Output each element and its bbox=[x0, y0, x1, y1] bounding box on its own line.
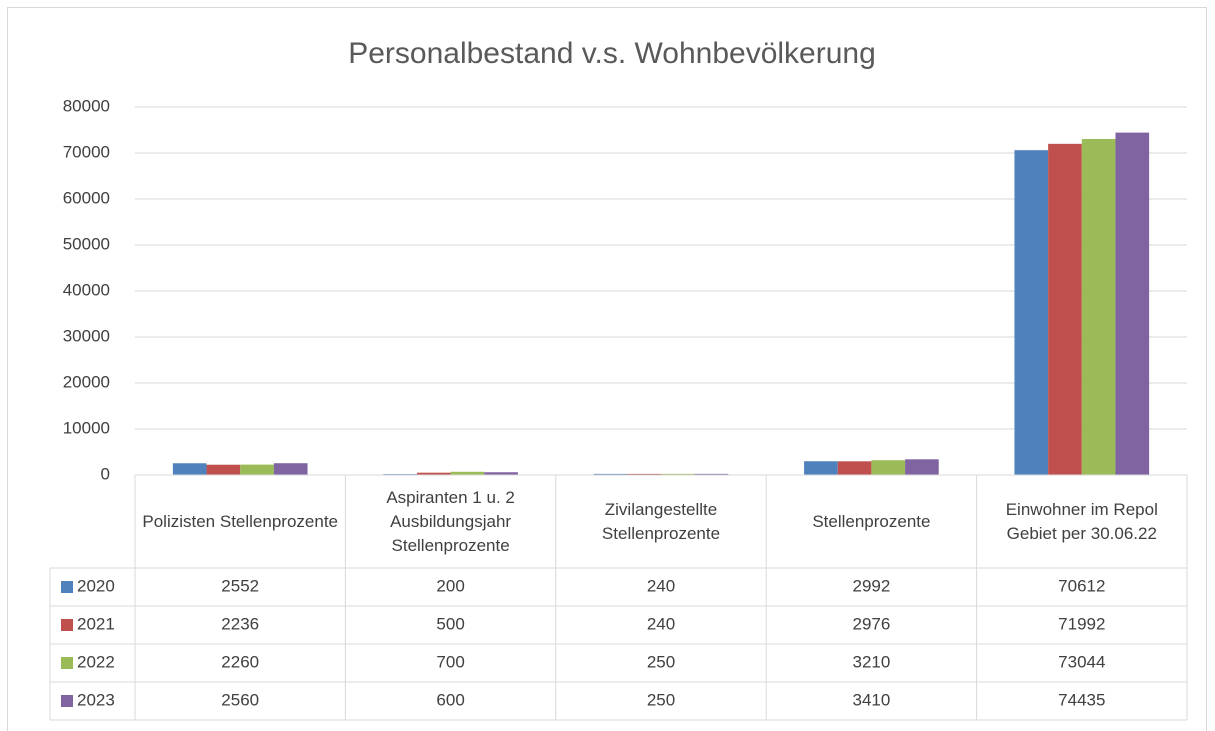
table-value: 240 bbox=[647, 614, 675, 633]
table-value: 70612 bbox=[1058, 576, 1105, 595]
y-tick-label: 40000 bbox=[63, 280, 110, 299]
table-value: 73044 bbox=[1058, 652, 1105, 671]
legend-key bbox=[61, 619, 73, 631]
legend-label: 2021 bbox=[77, 614, 115, 633]
bar bbox=[273, 463, 308, 475]
legend-label: 2020 bbox=[77, 576, 115, 595]
table-value: 3410 bbox=[852, 690, 890, 709]
category-cell: Aspiranten 1 u. 2 Ausbildungsjahr Stelle… bbox=[386, 487, 515, 555]
bar bbox=[416, 472, 451, 475]
bar bbox=[837, 461, 872, 475]
table-value: 240 bbox=[647, 576, 675, 595]
table-value: 2560 bbox=[221, 690, 259, 709]
x-tick-label: Einwohner im Repol Gebiet per 30.06.22 bbox=[1005, 499, 1158, 543]
y-tick-label: 70000 bbox=[63, 142, 110, 161]
y-tick-label: 80000 bbox=[63, 96, 110, 115]
table-value: 2260 bbox=[221, 652, 259, 671]
category-cell: Stellenprozente bbox=[812, 511, 931, 531]
bar bbox=[240, 464, 274, 475]
table-value: 600 bbox=[436, 690, 464, 709]
bar bbox=[804, 461, 838, 475]
table-value: 250 bbox=[647, 690, 675, 709]
legend-key bbox=[61, 657, 73, 669]
table-value: 500 bbox=[436, 614, 464, 633]
y-tick-label: 60000 bbox=[63, 188, 110, 207]
category-cell: Zivilangestellte Stellenprozente bbox=[601, 499, 721, 543]
bar bbox=[694, 473, 729, 475]
chart-border bbox=[7, 7, 1207, 731]
y-tick-label: 0 bbox=[101, 464, 110, 483]
y-tick-label: 20000 bbox=[63, 372, 110, 391]
bar bbox=[484, 472, 518, 475]
bar bbox=[871, 460, 906, 475]
table-value: 71992 bbox=[1058, 614, 1105, 633]
table-value: 3210 bbox=[852, 652, 890, 671]
bar bbox=[1115, 132, 1150, 475]
table-value: 74435 bbox=[1058, 690, 1105, 709]
y-tick-label: 10000 bbox=[63, 418, 110, 437]
bar bbox=[206, 464, 241, 475]
bar bbox=[661, 473, 695, 475]
bar bbox=[593, 473, 628, 475]
bar bbox=[1014, 150, 1049, 475]
bar bbox=[1081, 138, 1116, 475]
y-tick-label: 50000 bbox=[63, 234, 110, 253]
y-tick-label: 30000 bbox=[63, 326, 110, 345]
legend-key bbox=[61, 695, 73, 707]
category-cell: Polizisten Stellenprozente bbox=[142, 511, 338, 531]
table-value: 2552 bbox=[221, 576, 259, 595]
x-tick-label: Stellenprozente bbox=[812, 511, 931, 531]
category-cell: Einwohner im Repol Gebiet per 30.06.22 bbox=[1005, 499, 1158, 543]
table-value: 250 bbox=[647, 652, 675, 671]
table-value: 2992 bbox=[852, 576, 890, 595]
chart-title: Personalbestand v.s. Wohnbevölkerung bbox=[348, 37, 876, 70]
bar bbox=[1048, 143, 1082, 476]
table-value: 2236 bbox=[221, 614, 259, 633]
x-tick-label: Polizisten Stellenprozente bbox=[142, 511, 338, 531]
legend-key bbox=[61, 581, 73, 593]
table-value: 2976 bbox=[852, 614, 890, 633]
bar bbox=[172, 463, 207, 475]
bar bbox=[905, 459, 939, 475]
legend-label: 2022 bbox=[77, 652, 115, 671]
legend-label: 2023 bbox=[77, 690, 115, 709]
table-value: 700 bbox=[436, 652, 464, 671]
table-value: 200 bbox=[436, 576, 464, 595]
x-tick-label: Zivilangestellte Stellenprozente bbox=[601, 499, 721, 543]
bar bbox=[627, 473, 661, 475]
bar bbox=[450, 471, 485, 475]
x-tick-label: Aspiranten 1 u. 2 Ausbildungsjahr Stelle… bbox=[386, 487, 515, 555]
